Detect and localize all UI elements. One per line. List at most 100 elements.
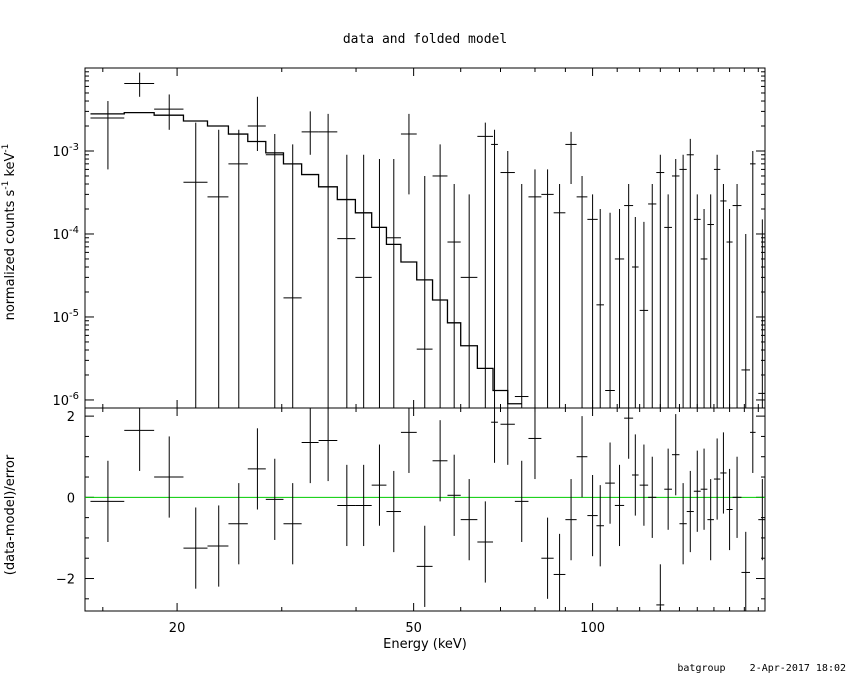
residual-point [124, 408, 155, 471]
residual-point [553, 533, 566, 611]
data-point [648, 184, 657, 408]
residual-point [639, 444, 649, 526]
residual-point [671, 414, 680, 496]
data-point [477, 122, 494, 408]
data-point [596, 208, 604, 408]
residual-point [247, 428, 266, 510]
data-point [500, 150, 515, 408]
residual-point [541, 517, 554, 599]
data-point [154, 94, 184, 130]
data-point [713, 154, 721, 408]
residual-point [528, 408, 542, 480]
residual-point [447, 454, 461, 536]
model-step-line [90, 111, 522, 405]
residual-point [460, 479, 478, 561]
residual-point [90, 460, 125, 542]
residual-point [154, 436, 184, 518]
residual-point [686, 470, 694, 553]
data-point [632, 217, 639, 408]
bottom-y-tick-label: 0 [67, 491, 75, 506]
residual-point [624, 408, 634, 459]
data-point [639, 221, 649, 408]
data-point [283, 144, 302, 408]
top-y-tick-label: 10-6 [52, 391, 79, 409]
residual-point [283, 483, 302, 565]
residual-point [700, 448, 708, 530]
residual-point [491, 408, 498, 463]
data-point [400, 113, 417, 195]
data-point [491, 129, 498, 408]
data-point [565, 131, 577, 185]
residual-point [565, 479, 577, 561]
residual-point [576, 416, 588, 498]
residual-point [664, 448, 672, 530]
residual-point [679, 483, 687, 565]
data-point [679, 154, 687, 408]
data-point [460, 194, 478, 408]
data-point [124, 72, 155, 97]
x-axis-label: Energy (keV) [383, 637, 467, 652]
residual-point [400, 408, 417, 473]
bottom-y-tick-label: 2 [67, 410, 75, 425]
residual-point [432, 420, 448, 502]
data-point [686, 138, 694, 408]
top-y-tick-label: 10-4 [52, 225, 79, 243]
bottom-y-axis-label: (data-model)/error [3, 454, 18, 575]
residual-point [732, 456, 742, 538]
x-tick-label: 50 [405, 621, 422, 636]
residual-point [693, 450, 701, 532]
data-point [664, 194, 672, 408]
residual-point [228, 483, 248, 565]
residual-point [207, 505, 229, 587]
residual-point [477, 501, 494, 583]
residual-point [707, 479, 714, 561]
residual-point [587, 474, 598, 557]
data-point [624, 184, 634, 408]
residual-point [514, 460, 529, 542]
data-point [750, 150, 756, 408]
residual-point [596, 485, 604, 567]
data-point [528, 169, 542, 408]
residual-point [371, 444, 387, 526]
data-point [447, 184, 461, 408]
data-point [726, 208, 733, 408]
bottom-frame [84, 407, 766, 612]
residual-point [758, 479, 765, 561]
residual-point [301, 408, 319, 484]
residual-point [648, 456, 657, 538]
data-point [720, 184, 727, 408]
data-point [386, 159, 401, 408]
data-point [265, 134, 284, 408]
footer-timestamp: 2-Apr-2017 18:02 [749, 663, 846, 674]
data-point [553, 184, 566, 408]
x-tick-label: 100 [580, 621, 605, 636]
residual-point [500, 408, 515, 465]
data-point [318, 113, 338, 408]
residual-point [726, 468, 733, 551]
data-point [207, 129, 229, 408]
data-point [693, 194, 701, 408]
data-point [301, 111, 319, 155]
residual-point [656, 564, 665, 611]
data-point [614, 208, 625, 408]
data-point [228, 129, 248, 408]
data-point [587, 194, 598, 408]
data-point [247, 96, 266, 151]
data-point [605, 212, 615, 408]
residual-point [713, 438, 721, 520]
bottom-y-tick-label: −2 [56, 573, 75, 588]
data-point [700, 208, 708, 408]
plot-footer: batgroup 2-Apr-2017 18:02 [677, 663, 846, 674]
data-point [576, 175, 588, 408]
residual-point [318, 408, 338, 482]
residual-point [265, 458, 284, 540]
residual-point [416, 525, 433, 607]
data-point [371, 159, 387, 408]
residual-point [386, 470, 401, 553]
data-point [541, 169, 554, 408]
top-y-axis-label: normalized counts s-1 keV-1 [1, 144, 18, 321]
data-point [671, 159, 680, 408]
data-point [416, 175, 433, 408]
residual-point [605, 442, 615, 524]
